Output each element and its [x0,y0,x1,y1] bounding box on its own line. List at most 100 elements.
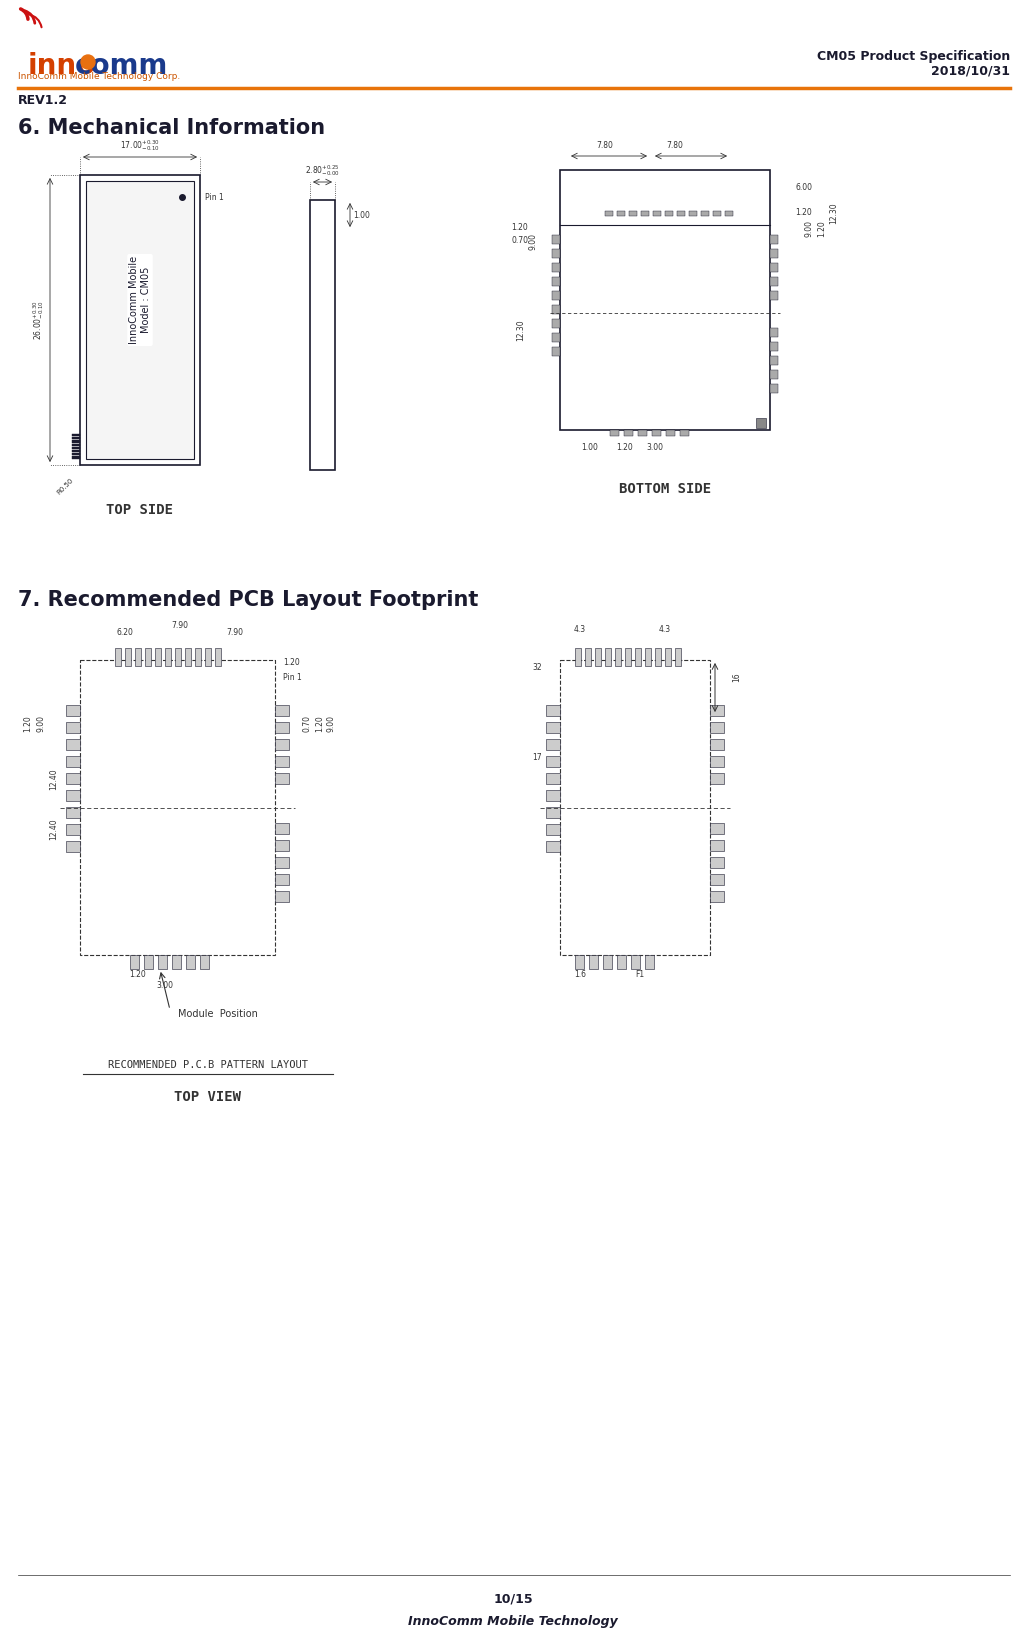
Text: 2.80$^{+0.25}_{-0.00}$: 2.80$^{+0.25}_{-0.00}$ [305,164,340,178]
Bar [546,739,560,749]
Bar [710,772,724,784]
Text: 12.40: 12.40 [49,767,58,790]
Bar [546,772,560,784]
Bar [551,347,560,357]
Text: 7.90: 7.90 [172,622,189,630]
Bar [115,648,121,666]
Bar [155,648,161,666]
Bar [546,841,560,852]
Text: TOP SIDE: TOP SIDE [107,502,174,517]
Text: 7.80: 7.80 [597,141,613,151]
Bar [546,807,560,818]
Bar [603,955,612,969]
Bar [615,648,621,666]
Text: Pin 1: Pin 1 [283,672,302,682]
Bar [186,955,195,969]
Bar [66,790,80,802]
Bar [551,304,560,314]
Text: InnoComm Mobile Technology Corp.: InnoComm Mobile Technology Corp. [18,72,181,82]
Bar [80,659,275,955]
Text: R0.50: R0.50 [55,478,74,496]
Bar [770,384,778,393]
Text: 17.00$^{+0.30}_{-0.10}$: 17.00$^{+0.30}_{-0.10}$ [120,137,160,154]
Bar [610,430,619,437]
Text: CM05 Product Specification: CM05 Product Specification [816,51,1010,64]
Bar [638,430,647,437]
Bar [185,648,191,666]
Bar [710,839,724,851]
Bar [275,874,289,885]
Text: 7.80: 7.80 [667,141,683,151]
Bar [575,648,581,666]
Bar [275,756,289,767]
Bar [713,211,721,216]
Bar [551,276,560,286]
Text: REV1.2: REV1.2 [18,93,68,106]
Text: 10/15: 10/15 [493,1592,533,1605]
Bar [158,955,167,969]
Text: 9.00: 9.00 [529,232,538,250]
Bar [652,430,661,437]
Bar [551,291,560,299]
Bar [66,841,80,852]
Bar [701,211,709,216]
Bar [770,342,778,352]
Text: 1.20: 1.20 [283,658,300,667]
Bar [680,430,689,437]
Bar [641,211,649,216]
Bar [770,236,778,244]
Bar [546,756,560,767]
Text: 1.00: 1.00 [353,211,370,219]
Bar [72,434,80,437]
Bar [710,874,724,885]
Text: 1.20: 1.20 [616,443,634,452]
Bar [653,211,661,216]
Bar [635,648,641,666]
Bar [66,772,80,784]
Bar [135,648,141,666]
Text: 6.20: 6.20 [116,628,134,636]
Bar [275,839,289,851]
Text: 1.20: 1.20 [817,221,826,237]
Bar [770,370,778,380]
Bar [675,648,681,666]
Bar [145,648,151,666]
Bar [710,857,724,867]
Bar [645,955,654,969]
Bar [546,721,560,733]
Bar [770,276,778,286]
Text: inno: inno [28,52,97,80]
Bar [275,705,289,717]
Bar [66,739,80,749]
Text: 4.3: 4.3 [659,625,671,635]
Bar [655,648,661,666]
Bar [72,440,80,443]
Bar [80,175,200,465]
Bar [645,648,651,666]
Bar [144,955,153,969]
Bar [200,955,210,969]
Bar [710,756,724,767]
Text: InnoComm Mobile
Model : CM05: InnoComm Mobile Model : CM05 [129,255,151,344]
Bar [710,890,724,901]
Text: 9.00: 9.00 [805,219,814,237]
Bar [605,648,611,666]
Text: 7. Recommended PCB Layout Footprint: 7. Recommended PCB Layout Footprint [18,591,479,610]
Bar [575,955,584,969]
Text: 2018/10/31: 2018/10/31 [931,64,1010,77]
Text: comm: comm [75,52,168,80]
Bar [560,170,770,430]
Bar [551,236,560,244]
Text: 17: 17 [532,753,542,762]
Bar [175,648,181,666]
Bar [770,357,778,365]
Text: Module  Position: Module Position [178,1009,258,1019]
Bar [205,648,211,666]
Text: TOP VIEW: TOP VIEW [174,1090,241,1104]
Text: 12.30: 12.30 [829,203,838,224]
Text: 0.70: 0.70 [303,715,312,731]
Bar [551,334,560,342]
Text: RECOMMENDED P.C.B PATTERN LAYOUT: RECOMMENDED P.C.B PATTERN LAYOUT [108,1060,307,1070]
Text: 3.00: 3.00 [647,443,663,452]
Text: 6.00: 6.00 [795,183,812,191]
